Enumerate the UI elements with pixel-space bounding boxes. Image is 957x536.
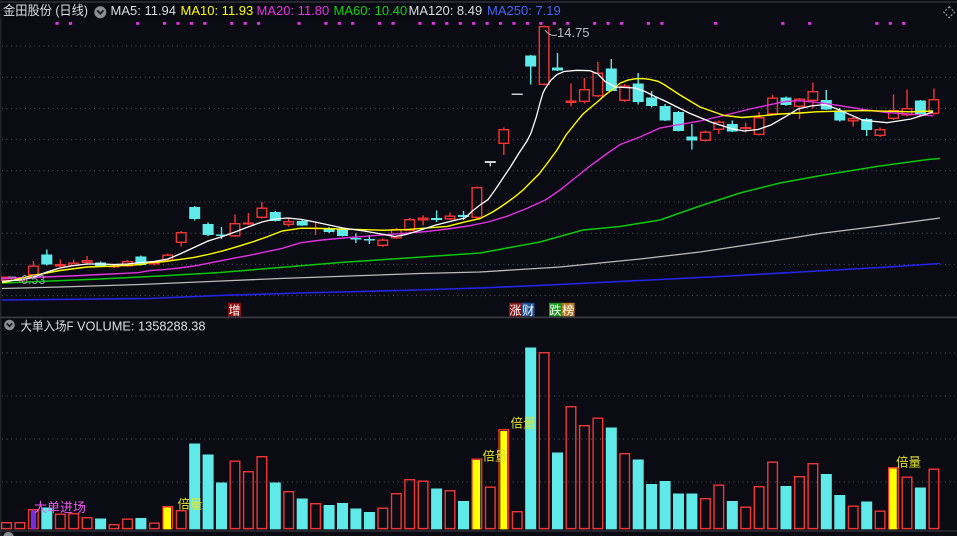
svg-text:MA250: 7.19: MA250: 7.19 [487,3,561,18]
svg-text:大单进场: 大单进场 [34,500,86,515]
svg-text:倍量: 倍量 [511,416,536,431]
svg-text:MA20: 11.80: MA20: 11.80 [257,3,330,18]
svg-text:14.75: 14.75 [557,25,590,40]
svg-text:榜: 榜 [562,302,574,317]
svg-text:MA5: 11.94: MA5: 11.94 [111,3,177,18]
svg-text:MA60: 10.40: MA60: 10.40 [334,3,408,18]
svg-text:涨: 涨 [509,302,521,317]
svg-text:6.53: 6.53 [21,273,45,287]
svg-text:大单入场F: 大单入场F [21,320,74,334]
svg-text:倍量: 倍量 [178,497,203,512]
svg-text:倍量: 倍量 [483,449,508,464]
svg-text:倍量: 倍量 [896,455,921,470]
svg-text:MA10: 11.93: MA10: 11.93 [181,3,254,18]
svg-text:VOLUME: 1358288.38: VOLUME: 1358288.38 [77,320,206,334]
svg-text:财: 财 [522,303,534,317]
svg-text:MA120: 8.49: MA120: 8.49 [409,3,483,18]
svg-text:增: 增 [228,303,240,317]
svg-text:金田股份 (日线): 金田股份 (日线) [3,3,88,18]
svg-text:跌: 跌 [549,302,561,317]
